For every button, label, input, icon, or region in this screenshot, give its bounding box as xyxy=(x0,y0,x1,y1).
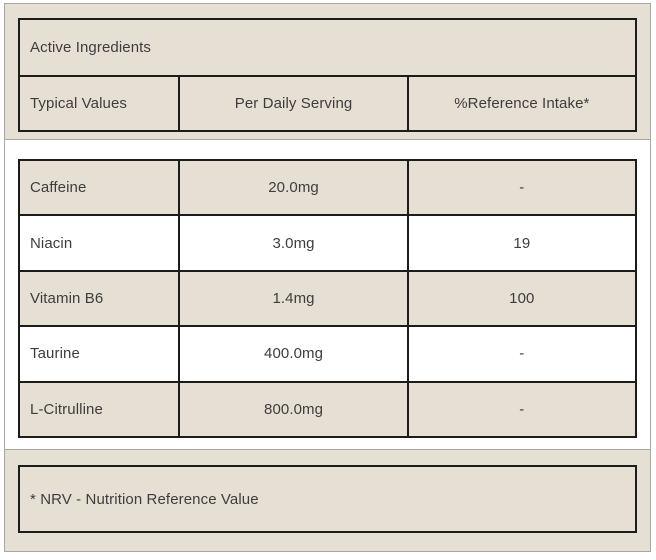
table-row-caffeine: Caffeine 20.0mg - xyxy=(17,158,638,217)
ingredient-name: L-Citrulline xyxy=(17,380,181,438)
table-row-taurine: Taurine 400.0mg - xyxy=(17,325,638,383)
table-row-vitamin-b6: Vitamin B6 1.4mg 100 xyxy=(17,269,638,328)
ingredient-name: Niacin xyxy=(17,214,181,272)
ingredient-name: Caffeine xyxy=(17,158,181,217)
ingredient-nrv: - xyxy=(406,158,638,217)
column-header-reference-intake: %Reference Intake* xyxy=(406,75,638,132)
table-row-niacin: Niacin 3.0mg 19 xyxy=(17,214,638,272)
ingredient-nrv: - xyxy=(406,325,638,383)
footnote-section: * NRV - Nutrition Reference Value xyxy=(5,450,650,551)
ingredient-name: Taurine xyxy=(17,325,181,383)
ingredients-header-section: Active Ingredients Typical Values Per Da… xyxy=(5,4,650,140)
active-ingredients-title: Active Ingredients xyxy=(18,18,637,77)
column-header-row: Typical Values Per Daily Serving %Refere… xyxy=(17,75,638,132)
active-ingredients-title-row: Active Ingredients xyxy=(18,18,637,77)
ingredient-serving: 400.0mg xyxy=(178,325,409,383)
ingredient-name: Vitamin B6 xyxy=(17,269,181,328)
nrv-footnote-box: * NRV - Nutrition Reference Value xyxy=(18,465,637,533)
nrv-footnote-text: * NRV - Nutrition Reference Value xyxy=(30,490,259,508)
table-row-l-citrulline: L-Citrulline 800.0mg - xyxy=(17,380,638,438)
ingredient-nrv: 100 xyxy=(406,269,638,328)
ingredient-serving: 20.0mg xyxy=(178,158,409,217)
ingredients-data-section: Caffeine 20.0mg - Niacin 3.0mg 19 Vitami… xyxy=(5,140,650,450)
column-header-typical-values: Typical Values xyxy=(17,75,181,132)
ingredients-header-table: Active Ingredients Typical Values Per Da… xyxy=(17,18,638,132)
column-header-per-daily-serving: Per Daily Serving xyxy=(178,75,409,132)
ingredient-nrv: 19 xyxy=(406,214,638,272)
ingredient-serving: 1.4mg xyxy=(178,269,409,328)
ingredient-serving: 800.0mg xyxy=(178,380,409,438)
ingredients-data-table: Caffeine 20.0mg - Niacin 3.0mg 19 Vitami… xyxy=(17,158,638,438)
nutrition-panel: Active Ingredients Typical Values Per Da… xyxy=(4,3,651,552)
ingredient-serving: 3.0mg xyxy=(178,214,409,272)
ingredient-nrv: - xyxy=(406,380,638,438)
